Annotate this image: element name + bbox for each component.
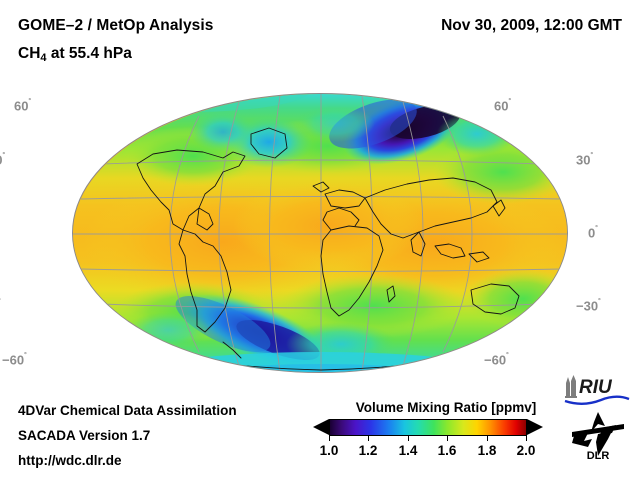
pressure-level: at 55.4 hPa (46, 45, 132, 62)
map-svg (73, 94, 567, 372)
riu-wave-icon (564, 395, 630, 405)
footer-line-version: SACADA Version 1.7 (18, 428, 151, 443)
lat-label-right-30: 30˚ (576, 151, 594, 168)
riu-logo-svg: RIU (564, 375, 630, 405)
lat-label-right-m30: −30˚ (576, 297, 602, 314)
colorbar-title: Volume Mixing Ratio [ppmv] (355, 400, 537, 415)
colorbar-extend-max-arrow (527, 419, 543, 435)
colorbar-tick-label: 1.6 (437, 443, 457, 458)
colorbar-ticks (329, 436, 527, 442)
dlr-wordmark: DLR (587, 450, 610, 460)
cathedral-towers-icon (565, 375, 577, 398)
map-container: 60˚ 30˚ 0˚ −30˚ −60˚ 60˚ 30˚ 0˚ −30˚ −60… (0, 93, 601, 373)
lat-label-right-m60: −60˚ (484, 351, 510, 368)
species-subscript: 4 (40, 52, 47, 64)
dlr-logo: DLR (568, 410, 628, 462)
riu-wordmark: RIU (579, 377, 613, 398)
lat-label-left-60: 60˚ (14, 97, 32, 114)
timestamp-label: Nov 30, 2009, 12:00 GMT (441, 17, 622, 34)
footer-line-method: 4DVar Chemical Data Assimilation (18, 403, 237, 418)
colorbar-tick-label: 1.8 (477, 443, 497, 458)
page-title: GOME–2 / MetOp Analysis (18, 17, 214, 34)
colorbar-extend-min-arrow (313, 419, 329, 435)
riu-logo: RIU (561, 374, 631, 406)
colorbar-gradient (329, 419, 527, 436)
graticule (73, 94, 567, 372)
species-level-label: CH4 at 55.4 hPa (18, 45, 132, 64)
lat-label-left-m30: −30˚ (0, 297, 1, 313)
lat-label-right-0: 0˚ (588, 224, 599, 241)
map-data-layer (73, 94, 567, 372)
colorbar-tick-label: 1.2 (358, 443, 378, 458)
dlr-logo-svg: DLR (572, 412, 624, 462)
lat-label-right-60: 60˚ (494, 97, 512, 114)
lat-label-left-30: 30˚ (0, 151, 6, 167)
colorbar-tick-labels: 1.0 1.2 1.4 1.6 1.8 2.0 (312, 443, 544, 463)
colorbar (312, 417, 544, 442)
species-name: CH (18, 45, 41, 62)
mollweide-globe (72, 93, 568, 373)
lat-label-left-m60: −60˚ (2, 351, 28, 368)
colorbar-tick-label: 1.0 (319, 443, 339, 458)
dlr-mark-icon (572, 412, 624, 456)
colorbar-tick-label: 2.0 (516, 443, 536, 458)
footer-line-url[interactable]: http://wdc.dlr.de (18, 453, 122, 468)
colorbar-tick-label: 1.4 (398, 443, 418, 458)
